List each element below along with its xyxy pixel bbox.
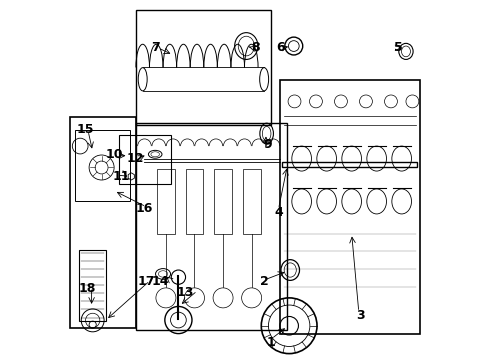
Text: 14: 14 bbox=[151, 275, 169, 288]
Bar bbox=[185, 169, 203, 234]
Text: 1: 1 bbox=[266, 336, 275, 349]
Bar bbox=[75, 130, 130, 202]
Bar bbox=[119, 135, 170, 184]
Text: 3: 3 bbox=[356, 309, 364, 322]
Text: 15: 15 bbox=[77, 123, 94, 136]
Text: 8: 8 bbox=[250, 41, 259, 54]
Text: 2: 2 bbox=[259, 275, 268, 288]
Text: 10: 10 bbox=[105, 148, 122, 162]
Text: 13: 13 bbox=[177, 286, 194, 299]
Text: 18: 18 bbox=[79, 283, 96, 296]
Bar bbox=[70, 117, 136, 328]
Text: 12: 12 bbox=[126, 152, 144, 165]
Text: 17: 17 bbox=[137, 275, 155, 288]
Text: 7: 7 bbox=[150, 41, 159, 54]
Text: 5: 5 bbox=[393, 41, 402, 54]
Bar bbox=[242, 169, 260, 234]
Text: 4: 4 bbox=[273, 206, 282, 219]
Text: 9: 9 bbox=[263, 138, 271, 151]
Bar bbox=[282, 162, 416, 167]
Bar bbox=[80, 249, 106, 321]
Text: 16: 16 bbox=[136, 202, 153, 215]
Text: 11: 11 bbox=[112, 170, 130, 183]
Text: 6: 6 bbox=[275, 41, 284, 54]
Bar bbox=[157, 169, 175, 234]
Bar bbox=[214, 169, 231, 234]
